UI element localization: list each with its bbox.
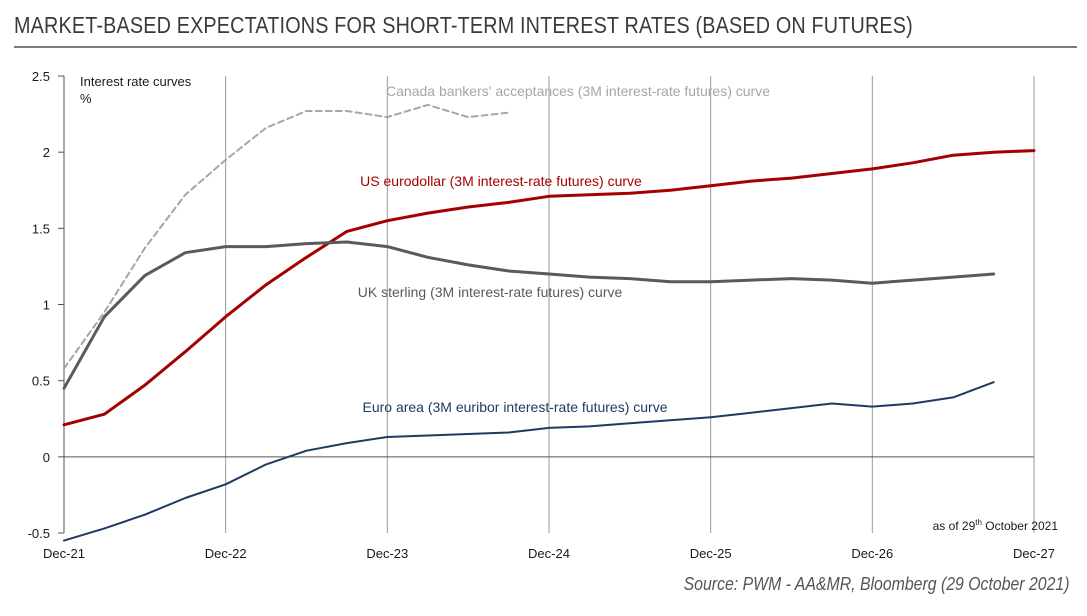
x-tick-label: Dec-22 [205, 546, 247, 561]
y-axis-unit: % [80, 91, 92, 106]
euro-area-label: Euro area (3M euribor interest-rate futu… [362, 399, 667, 415]
y-tick-label: 0 [43, 450, 50, 465]
y-tick-label: 0.5 [32, 374, 50, 389]
x-tick-label: Dec-25 [690, 546, 732, 561]
x-tick-label: Dec-24 [528, 546, 570, 561]
x-tick-label: Dec-27 [1013, 546, 1055, 561]
canada-ba-label: Canada bankers' acceptances (3M interest… [386, 83, 770, 99]
y-tick-label: 1 [43, 298, 50, 313]
us-eurodollar-line [62, 149, 1036, 427]
x-tick-label: Dec-23 [366, 546, 408, 561]
canada-ba-line [63, 103, 510, 370]
euro-area-line [63, 381, 995, 542]
y-axis-label: Interest rate curves [80, 74, 192, 89]
grid-layer [225, 76, 1035, 533]
x-tick-label: Dec-26 [851, 546, 893, 561]
y-tick-label: -0.5 [28, 526, 50, 541]
y-tick-label: 2 [43, 145, 50, 160]
x-tick-label: Dec-21 [43, 546, 85, 561]
source-note: Source: PWM - AA&MR, Bloomberg (29 Octob… [683, 574, 1069, 594]
y-tick-label: 1.5 [32, 221, 50, 236]
title-divider [14, 46, 1077, 48]
series-layer [62, 103, 1036, 542]
uk-sterling-label: UK sterling (3M interest-rate futures) c… [358, 284, 623, 300]
us-eurodollar-label: US eurodollar (3M interest-rate futures)… [360, 173, 642, 189]
as-of-suffix: October 2021 [982, 519, 1058, 533]
label-layer: Canada bankers' acceptances (3M interest… [358, 83, 770, 415]
y-tick-label: 2.5 [32, 69, 50, 84]
as-of-prefix: as of 29 [933, 519, 976, 533]
as-of-note: as of 29th October 2021 [933, 518, 1059, 533]
page-title: MARKET-BASED EXPECTATIONS FOR SHORT-TERM… [14, 12, 913, 38]
as-of-sup: th [975, 518, 982, 527]
uk-sterling-line [62, 240, 996, 390]
axis-layer: 2.5 2 1.5 1 0.5 0 -0.5 Dec-21 Dec-22 Dec-23 Dec-24… [28, 69, 1055, 561]
